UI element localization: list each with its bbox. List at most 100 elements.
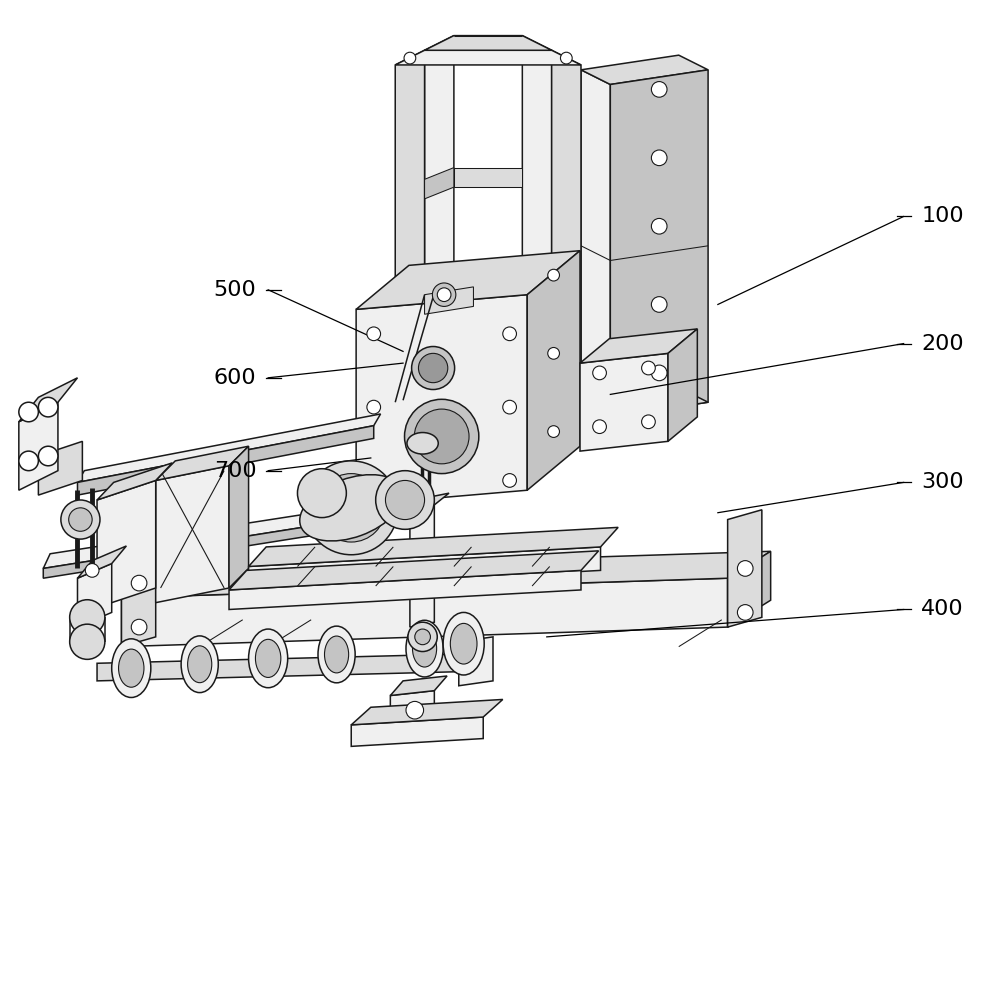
Ellipse shape (300, 475, 402, 541)
Circle shape (548, 269, 559, 281)
Circle shape (86, 603, 99, 616)
Circle shape (298, 469, 346, 518)
Ellipse shape (255, 639, 281, 677)
Ellipse shape (451, 623, 477, 664)
Circle shape (367, 327, 381, 341)
Polygon shape (78, 564, 111, 627)
Polygon shape (395, 50, 581, 65)
Polygon shape (551, 50, 581, 402)
Circle shape (19, 451, 38, 471)
Ellipse shape (181, 636, 218, 693)
Circle shape (415, 629, 431, 645)
Polygon shape (78, 426, 374, 495)
Circle shape (38, 446, 58, 466)
Circle shape (376, 471, 435, 529)
Circle shape (38, 397, 58, 417)
Circle shape (738, 605, 753, 620)
Circle shape (433, 283, 456, 306)
Polygon shape (425, 168, 454, 199)
Circle shape (503, 327, 517, 341)
Circle shape (367, 400, 381, 414)
Circle shape (652, 297, 667, 312)
Polygon shape (43, 522, 339, 578)
Polygon shape (395, 368, 454, 402)
Polygon shape (356, 251, 580, 309)
Polygon shape (356, 295, 528, 505)
Circle shape (86, 564, 99, 577)
Text: 500: 500 (214, 280, 256, 300)
Polygon shape (581, 388, 708, 417)
Circle shape (437, 288, 451, 302)
Ellipse shape (318, 626, 355, 683)
Polygon shape (425, 36, 454, 383)
Circle shape (503, 400, 517, 414)
Ellipse shape (443, 612, 484, 675)
Polygon shape (248, 527, 618, 566)
Polygon shape (43, 508, 346, 568)
Polygon shape (121, 529, 156, 647)
Polygon shape (528, 251, 580, 490)
Polygon shape (454, 168, 523, 187)
Polygon shape (229, 570, 581, 609)
Circle shape (548, 347, 559, 359)
Circle shape (642, 415, 656, 429)
Ellipse shape (118, 649, 144, 687)
Polygon shape (38, 441, 83, 495)
Polygon shape (458, 637, 493, 686)
Ellipse shape (324, 636, 349, 673)
Circle shape (331, 488, 371, 527)
Polygon shape (668, 329, 697, 441)
Circle shape (386, 480, 425, 520)
Circle shape (414, 409, 469, 464)
Circle shape (652, 82, 667, 97)
Polygon shape (580, 329, 697, 363)
Polygon shape (97, 653, 483, 681)
Polygon shape (351, 717, 483, 746)
Circle shape (367, 474, 381, 487)
Circle shape (70, 624, 105, 659)
Circle shape (652, 150, 667, 166)
Polygon shape (351, 699, 503, 725)
Polygon shape (229, 446, 248, 588)
Circle shape (738, 561, 753, 576)
Polygon shape (229, 551, 599, 590)
Circle shape (305, 461, 398, 555)
Text: 100: 100 (921, 206, 964, 226)
Polygon shape (19, 378, 78, 422)
Polygon shape (425, 287, 473, 314)
Polygon shape (390, 691, 435, 727)
Circle shape (548, 426, 559, 437)
Circle shape (642, 361, 656, 375)
Polygon shape (78, 414, 381, 482)
Circle shape (404, 52, 416, 64)
Circle shape (404, 399, 479, 474)
Polygon shape (395, 50, 425, 402)
Text: 700: 700 (214, 461, 256, 481)
Circle shape (408, 622, 437, 652)
Text: 200: 200 (921, 334, 964, 354)
Polygon shape (156, 446, 248, 480)
Polygon shape (156, 466, 229, 603)
Polygon shape (248, 547, 600, 590)
Circle shape (70, 600, 105, 635)
Circle shape (317, 474, 386, 542)
Polygon shape (97, 463, 173, 500)
Circle shape (593, 366, 606, 380)
Circle shape (652, 365, 667, 381)
Circle shape (131, 619, 147, 635)
Ellipse shape (111, 639, 151, 697)
Circle shape (560, 52, 572, 64)
Polygon shape (121, 551, 771, 598)
Ellipse shape (406, 620, 443, 677)
Ellipse shape (248, 629, 288, 688)
Circle shape (61, 500, 100, 539)
Circle shape (69, 508, 92, 531)
Polygon shape (580, 353, 668, 451)
Polygon shape (410, 505, 435, 627)
Circle shape (411, 347, 455, 390)
Circle shape (131, 575, 147, 591)
Ellipse shape (412, 630, 437, 667)
Circle shape (593, 420, 606, 434)
Polygon shape (581, 55, 708, 84)
Polygon shape (390, 676, 447, 696)
